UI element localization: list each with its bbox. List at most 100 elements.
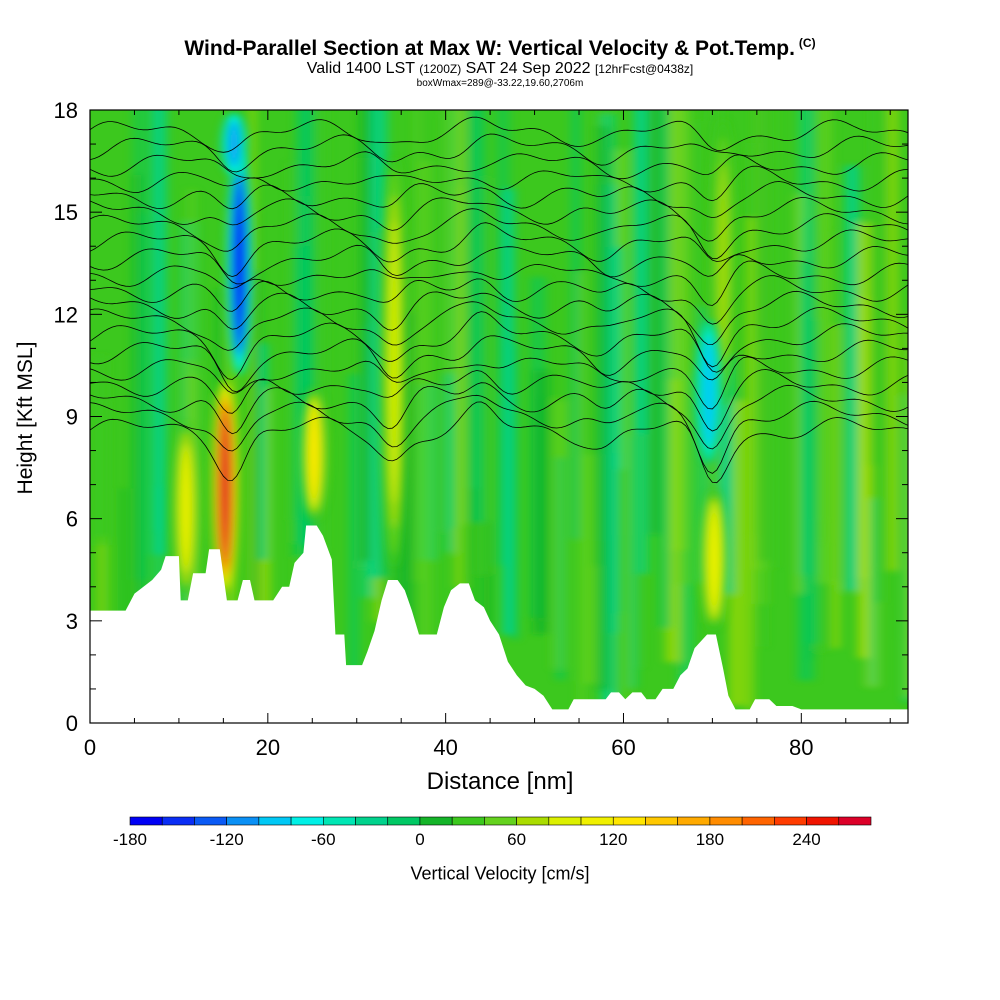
field-streak: [446, 373, 453, 553]
field-streak: [414, 438, 426, 711]
colorbar-swatch: [129, 816, 163, 826]
updraft-core-band: [709, 510, 719, 609]
field-streak: [502, 188, 515, 635]
field-streak: [805, 319, 820, 644]
updraft-core: [173, 421, 199, 596]
field-streak: [440, 114, 450, 532]
field-streak: [557, 457, 564, 681]
downdraft-core-band: [229, 121, 239, 167]
colorbar-swatch: [419, 816, 453, 826]
theta-contour: [90, 244, 908, 285]
theta-contour: [90, 382, 908, 450]
colorbar-tick-label: -120: [210, 830, 244, 849]
colorbar-tick-label: -180: [113, 830, 147, 849]
updraft-core: [701, 488, 727, 631]
y-tick-label: 12: [54, 302, 78, 327]
field-streak: [91, 355, 108, 546]
colorbar-swatch: [677, 816, 711, 826]
field-streak: [349, 374, 359, 709]
y-tick-label: 6: [66, 507, 78, 532]
colorbar-swatch: [161, 816, 195, 826]
x-axis-label: Distance [nm]: [426, 768, 574, 795]
colorbar-tick-label: 180: [696, 830, 724, 849]
field-streak: [857, 222, 870, 659]
field-streak: [133, 174, 142, 718]
field-streak: [259, 343, 268, 560]
field-streak: [817, 110, 832, 584]
updraft-core: [212, 378, 238, 594]
field-streak: [511, 344, 518, 641]
theta-contour: [90, 181, 908, 219]
y-tick-label: 18: [54, 98, 78, 123]
theta-contour: [90, 290, 908, 346]
chart-subtitle-2: boxWmax=289@-33.22,19.60,2706m: [416, 78, 584, 89]
downdraft-core: [226, 151, 252, 376]
chart-title: Wind-Parallel Section at Max W: Vertical…: [0, 36, 1000, 61]
x-tick-label: 60: [611, 735, 635, 760]
theta-contour: [90, 133, 908, 173]
theta-contour: [90, 222, 908, 278]
field-streak: [871, 110, 884, 603]
x-tick-label: 20: [256, 735, 280, 760]
field-streak: [533, 370, 550, 635]
updraft-core-band: [389, 220, 399, 504]
field-streak: [471, 488, 476, 699]
field-streak: [630, 436, 637, 689]
y-tick-label: 9: [66, 405, 78, 430]
theta-contour: [90, 208, 908, 260]
updraft-core-band: [220, 412, 230, 561]
velocity-field: [90, 110, 908, 723]
theta-contour: [90, 116, 908, 153]
colorbar-swatch: [323, 816, 356, 826]
colorbar-swatch: [580, 816, 614, 826]
field-streak: [888, 110, 898, 571]
updraft-core: [710, 118, 736, 408]
updraft-core-band: [718, 163, 728, 363]
colorbar-swatch: [709, 816, 743, 826]
y-tick-label: 15: [54, 200, 78, 225]
theta-contour: [90, 151, 908, 180]
field-streak: [316, 110, 329, 553]
field-streak: [615, 469, 627, 717]
y-tick-label: 0: [66, 711, 78, 736]
downdraft-core: [221, 111, 247, 177]
theta-contour: [90, 165, 908, 202]
colorbar-swatch: [290, 816, 324, 826]
field-streak: [187, 189, 196, 650]
colorbar-swatch: [774, 816, 807, 826]
field-streak: [675, 110, 691, 584]
theta-contour: [90, 356, 908, 410]
field-streak: [845, 165, 860, 592]
x-tick-label: 0: [84, 735, 96, 760]
colorbar-swatch: [355, 816, 389, 826]
colorbar-swatch: [451, 816, 485, 826]
terrain: [90, 525, 908, 723]
colorbar-swatch: [194, 816, 227, 826]
downdraft-core-band: [235, 185, 244, 341]
theta-contour: [90, 335, 908, 393]
colorbar-tick-label: 120: [599, 830, 627, 849]
theta-contour: [90, 275, 908, 325]
colorbar-swatch: [612, 816, 646, 826]
colorbar-label: Vertical Velocity [cm/s]: [410, 863, 590, 884]
colorbar-swatch: [387, 816, 421, 826]
field-streak: [360, 110, 371, 561]
field-streak: [830, 231, 836, 582]
field-streak: [746, 217, 754, 710]
theta-contour: [90, 311, 908, 380]
valid-time: Valid 1400 LST: [306, 60, 415, 77]
theta-contour: [90, 260, 908, 306]
colorbar-swatch: [548, 816, 582, 826]
chart-subtitle: Valid 1400 LST (1200Z) SAT 24 Sep 2022 […: [0, 60, 1000, 78]
field-streak: [252, 270, 260, 632]
theta-contour: [90, 301, 908, 368]
field-streak: [414, 110, 420, 582]
colorbar-swatch: [484, 816, 517, 826]
field-streak: [120, 488, 127, 707]
colorbar-swatch: [741, 816, 775, 826]
field-streak: [578, 271, 585, 714]
colorbar-swatch: [838, 816, 872, 826]
field-streak: [754, 110, 769, 605]
theta-contour: [90, 394, 908, 474]
theta-contour: [90, 197, 908, 242]
